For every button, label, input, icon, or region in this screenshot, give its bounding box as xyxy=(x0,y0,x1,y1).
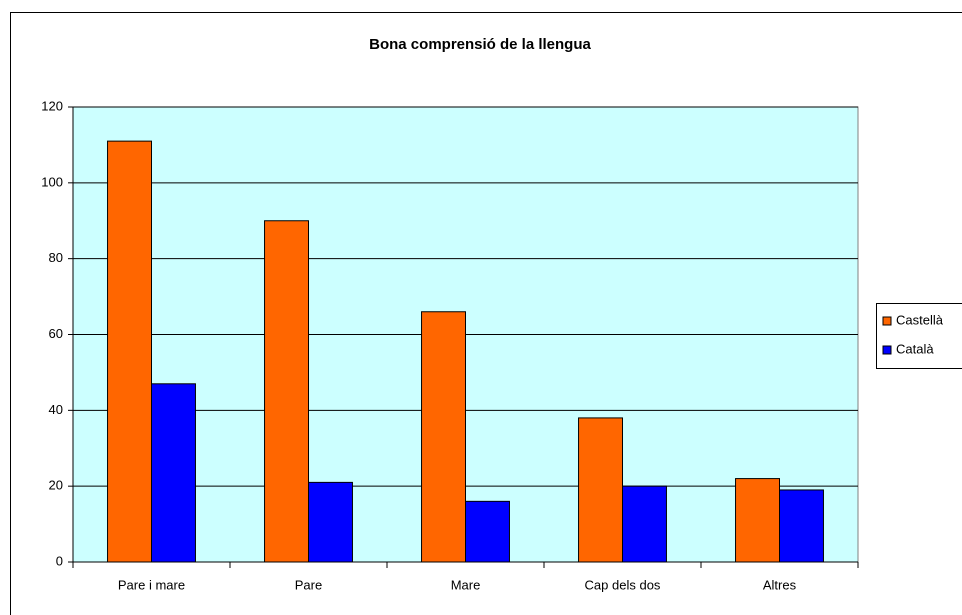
x-tick-label: Pare i mare xyxy=(118,577,185,592)
chart-border xyxy=(10,12,962,615)
x-tick-label: Altres xyxy=(763,577,797,592)
legend-key xyxy=(882,345,892,355)
y-tick-label: 120 xyxy=(41,98,63,113)
bar xyxy=(622,485,667,563)
y-tick-label: 80 xyxy=(49,250,63,265)
bar xyxy=(779,489,824,563)
y-tick-label: 0 xyxy=(56,553,63,568)
legend-box xyxy=(876,303,962,369)
bar xyxy=(578,417,623,563)
bar xyxy=(151,383,196,563)
x-tick-label: Cap dels dos xyxy=(585,577,661,592)
x-tick-label: Pare xyxy=(295,577,322,592)
bar xyxy=(735,478,780,563)
bar xyxy=(465,500,510,563)
x-tick-label: Mare xyxy=(451,577,481,592)
bar xyxy=(421,311,467,563)
y-tick-label: 40 xyxy=(49,402,63,417)
bar xyxy=(308,481,353,563)
legend-label: Català xyxy=(896,341,934,356)
bar xyxy=(264,220,310,563)
bar xyxy=(107,140,152,563)
chart-title: Bona comprensió de la llengua xyxy=(369,36,591,53)
legend-key xyxy=(882,316,892,326)
legend-label: Castellà xyxy=(896,312,944,327)
y-tick-label: 100 xyxy=(41,174,63,189)
y-tick-label: 60 xyxy=(49,326,63,341)
y-tick-label: 20 xyxy=(49,478,63,493)
